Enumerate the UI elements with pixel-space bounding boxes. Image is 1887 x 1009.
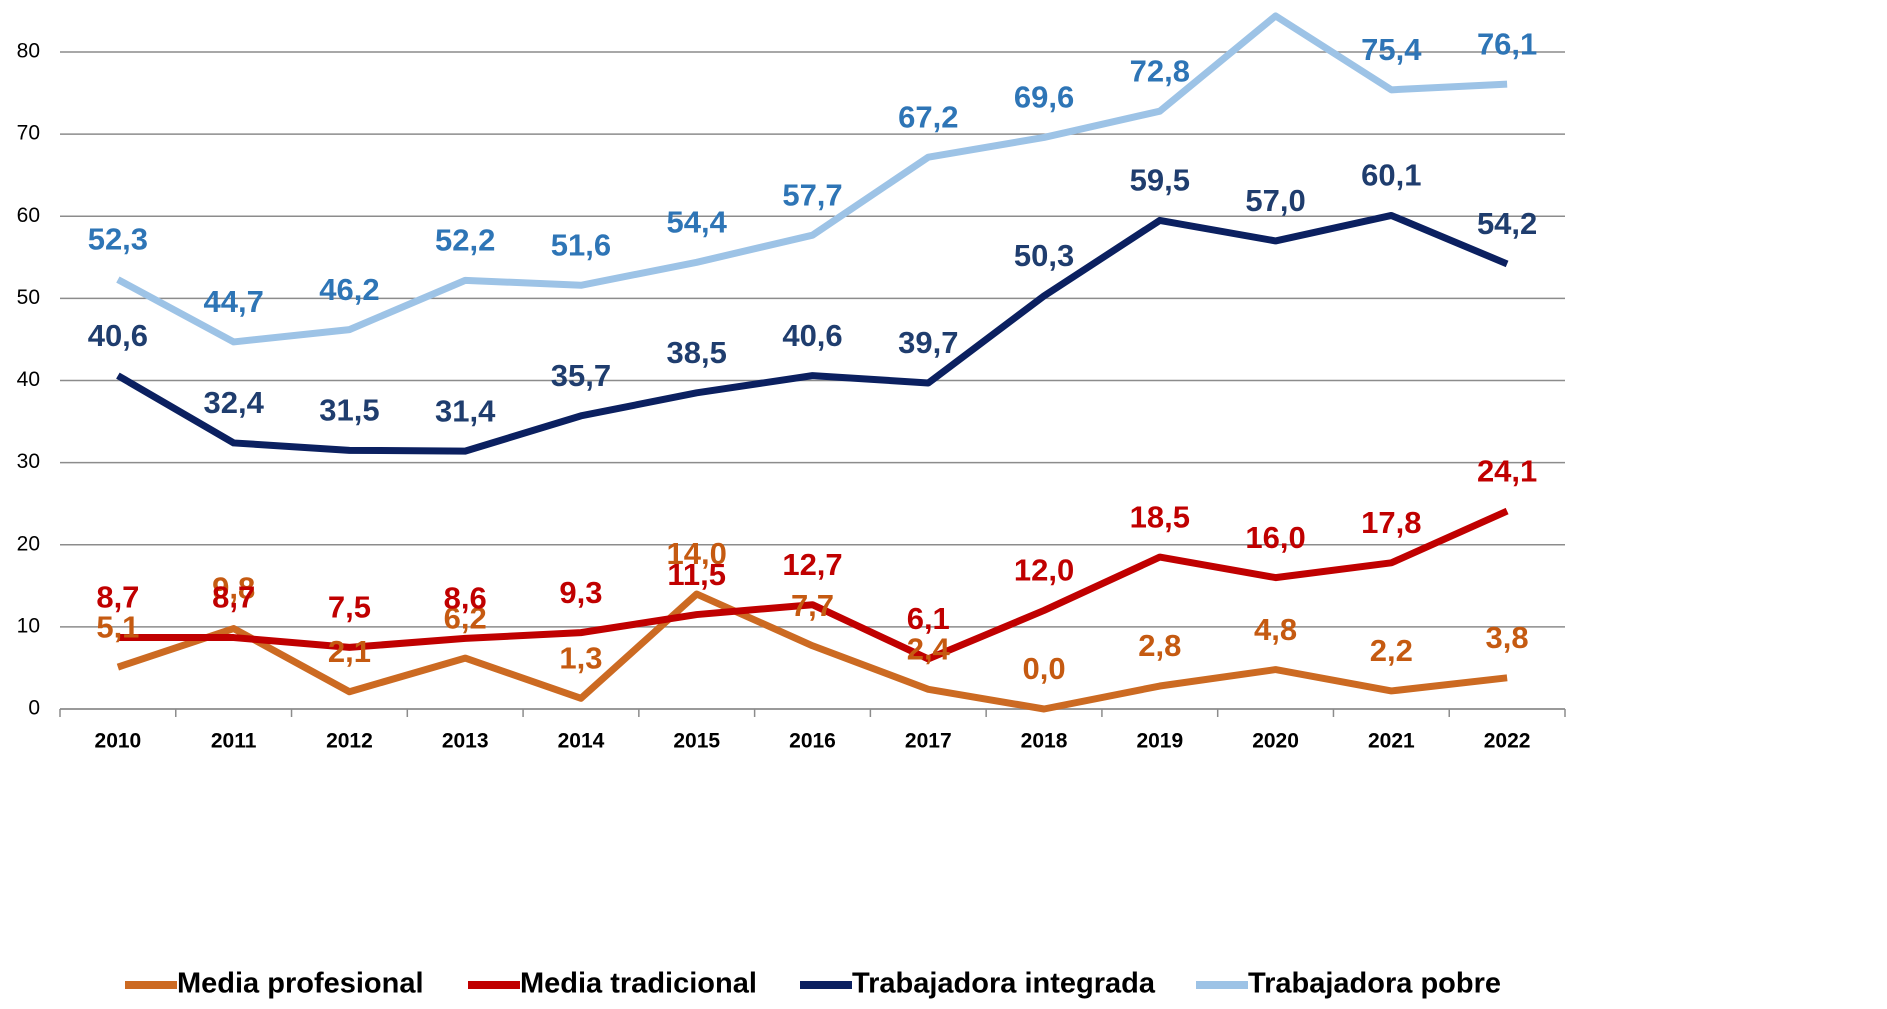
value-label: 2,1 <box>328 634 371 669</box>
value-label: 3,8 <box>1486 620 1529 655</box>
value-label: 75,4 <box>1361 32 1422 67</box>
y-tick-label: 80 <box>17 40 40 63</box>
x-tick-label: 2011 <box>211 730 257 753</box>
value-label: 44,7 <box>203 284 263 319</box>
value-label: 38,5 <box>667 335 727 370</box>
value-label: 8,7 <box>96 580 139 615</box>
value-label: 8,7 <box>212 580 255 615</box>
series-line <box>116 211 1509 455</box>
y-tick-label: 70 <box>17 122 40 145</box>
value-label: 0,0 <box>1022 651 1065 686</box>
x-tick-label: 2018 <box>1021 730 1068 753</box>
value-label: 31,5 <box>319 393 379 428</box>
x-tick-label: 2013 <box>442 730 489 753</box>
value-label: 7,5 <box>328 590 371 625</box>
x-tick-label: 2012 <box>326 730 373 753</box>
legend-label: Trabajadora pobre <box>1248 968 1501 1000</box>
value-label: 40,6 <box>88 318 148 353</box>
value-label: 2,8 <box>1138 628 1181 663</box>
value-label: 12,7 <box>782 547 842 582</box>
legend-label: Trabajadora integrada <box>852 968 1156 1000</box>
value-label: 5,1 <box>96 609 139 644</box>
value-label: 2,2 <box>1370 633 1413 668</box>
value-label: 11,5 <box>667 557 726 592</box>
value-label: 76,1 <box>1477 26 1537 61</box>
x-tick-label: 2022 <box>1484 730 1531 753</box>
x-tick-label: 2015 <box>673 730 720 753</box>
value-label: 52,3 <box>88 222 148 257</box>
y-tick-label: 10 <box>17 614 40 637</box>
value-label: 31,4 <box>435 393 496 428</box>
value-label: 72,8 <box>1130 53 1190 88</box>
value-label: 18,5 <box>1130 499 1190 534</box>
y-tick-label: 30 <box>17 450 40 473</box>
value-label: 4,8 <box>1254 612 1297 647</box>
value-label: 14,0 <box>667 536 727 571</box>
value-label: 59,5 <box>1130 163 1190 198</box>
value-label: 1,3 <box>559 641 602 676</box>
legend-label: Media profesional <box>177 968 424 1000</box>
value-label: 52,2 <box>435 223 495 258</box>
value-label: 57,7 <box>782 177 842 212</box>
value-label: 6,2 <box>444 600 487 635</box>
value-label: 32,4 <box>203 385 264 420</box>
value-label: 17,8 <box>1361 505 1421 540</box>
value-label: 67,2 <box>898 99 958 134</box>
x-tick-label: 2019 <box>1136 730 1183 753</box>
value-label: 9,8 <box>212 571 255 606</box>
value-label: 57,0 <box>1245 183 1305 218</box>
value-label: 54,2 <box>1477 206 1537 241</box>
value-label: 7,7 <box>791 588 834 623</box>
y-tick-label: 0 <box>28 697 40 720</box>
series-line <box>117 507 1509 663</box>
series-line <box>116 590 1508 713</box>
value-label: 40,6 <box>782 318 842 353</box>
value-label: 9,3 <box>559 575 602 610</box>
value-label: 16,0 <box>1245 520 1305 555</box>
value-label: 35,7 <box>551 358 611 393</box>
value-label: 2,4 <box>907 631 951 666</box>
y-tick-label: 60 <box>17 204 40 227</box>
value-label: 51,6 <box>551 227 611 262</box>
x-tick-label: 2014 <box>558 730 605 753</box>
value-label: 24,1 <box>1477 453 1537 488</box>
value-label: 54,4 <box>667 204 728 239</box>
x-tick-label: 2020 <box>1252 730 1299 753</box>
value-label: 8,6 <box>444 581 487 616</box>
y-tick-label: 40 <box>17 368 40 391</box>
value-label: 12,0 <box>1014 553 1074 588</box>
x-tick-label: 2010 <box>95 730 142 753</box>
y-tick-label: 20 <box>17 532 40 555</box>
value-label: 6,1 <box>907 601 950 636</box>
value-label: 60,1 <box>1361 158 1421 193</box>
x-tick-label: 2016 <box>789 730 836 753</box>
x-tick-label: 2017 <box>905 730 952 753</box>
value-label: 69,6 <box>1014 80 1074 115</box>
value-label: 39,7 <box>898 325 958 360</box>
value-label: 50,3 <box>1014 238 1074 273</box>
value-label: 46,2 <box>319 272 379 307</box>
x-tick-label: 2021 <box>1368 730 1415 753</box>
y-tick-label: 50 <box>17 286 40 309</box>
legend-label: Media tradicional <box>520 968 757 1000</box>
series-line <box>116 12 1508 346</box>
